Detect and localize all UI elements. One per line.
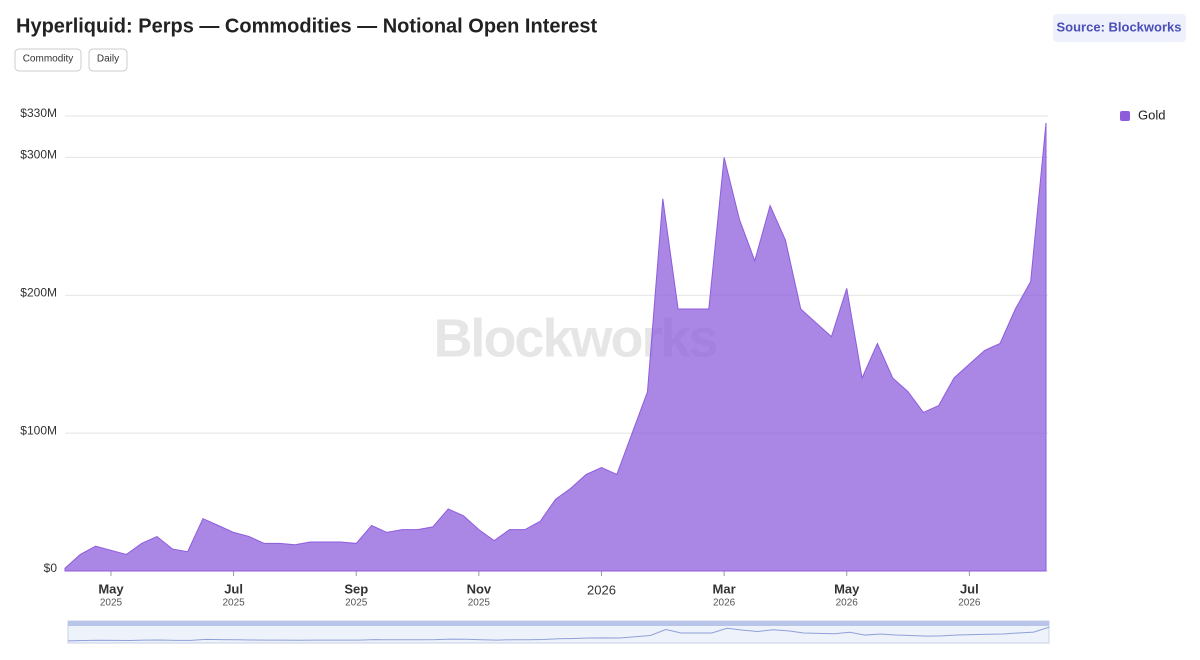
x-tick-label: May [98,581,124,596]
x-tick-label: Jul [960,581,979,596]
x-tick-sublabel: 2025 [345,598,368,609]
control-label[interactable]: Commodity [23,54,74,65]
x-tick-sublabel: 2026 [958,598,981,609]
x-tick-sublabel: 2025 [468,598,491,609]
navigator-line [67,626,1050,642]
y-tick-label: $100M [20,423,57,437]
y-tick-label: $300M [20,148,57,162]
x-tick-label: Nov [467,581,492,596]
area [64,122,1047,572]
source: Source: Blockworks [1057,19,1182,34]
x-tick-label: Jul [224,581,243,596]
chart-title: Hyperliquid: Perps — Commodities — Notio… [16,15,598,37]
control-label[interactable]: Daily [97,54,119,65]
control-button[interactable] [88,48,128,72]
y-tick-label: $330M [20,106,57,120]
x-tick-label: May [834,581,860,596]
y-tick-label: $200M [20,285,57,299]
x-tick-sublabel: 2025 [100,598,123,609]
x-tick-label: Mar [713,581,736,596]
legend-label: Gold [1138,107,1165,122]
x-tick-sublabel: 2025 [222,598,245,609]
x-tick-label: 2026 [587,582,616,597]
source-badge [1053,14,1186,42]
navigator-handle-bar[interactable] [68,621,1049,626]
y-tick-label: $0 [44,561,58,575]
legend-swatch [1120,111,1130,121]
x-tick-sublabel: 2026 [713,598,736,609]
control-button[interactable] [14,48,82,72]
x-tick-label: Sep [344,581,368,596]
x-tick-sublabel: 2026 [836,598,859,609]
